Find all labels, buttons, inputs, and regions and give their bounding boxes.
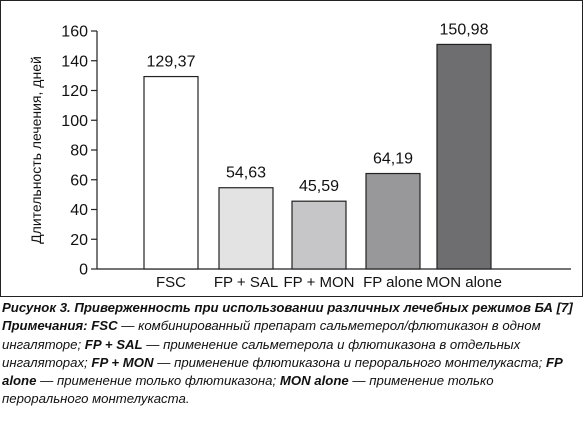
data-label: 150,98 [440, 21, 489, 38]
y-axis-title: Длительность лечения, дней [28, 56, 44, 244]
note-term: MON alone [279, 373, 349, 389]
category-label: FP alone [363, 274, 423, 291]
y-tick-label: 140 [61, 53, 88, 70]
caption-title: Рисунок 3. Приверженность при использова… [2, 300, 573, 315]
bar [143, 75, 199, 270]
y-tick-label: 100 [61, 113, 88, 130]
note-text: — применение флютиказона и перорального … [153, 354, 546, 370]
note-text: — применение сальметерола и флютиказона … [2, 336, 521, 370]
bar-chart: 0 20 40 60 80 100 120 140 160 Длительность лечени… [28, 21, 571, 291]
note-term: FP + MON [91, 354, 154, 370]
data-label: 54,63 [226, 165, 266, 182]
data-label: 64,19 [373, 151, 413, 168]
y-tick-label: 120 [61, 83, 88, 100]
y-tick-label: 60 [70, 172, 88, 189]
note-text: — комбинированный препарат сальметерол/ф… [2, 318, 541, 352]
y-tick-label: 20 [70, 232, 88, 249]
chart-panel: 0 20 40 60 80 100 120 140 160 Длительность лечени… [0, 0, 583, 297]
category-label: FP + SAL [214, 274, 278, 291]
category-label: MON alone [426, 274, 502, 291]
y-tick-label: 0 [79, 262, 88, 279]
note-term: FSC [91, 318, 118, 334]
note-text: — применение только флютиказона; [36, 373, 280, 389]
figure-caption: Рисунок 3. Приверженность при использова… [2, 299, 580, 409]
note-term: FP + SAL [84, 336, 143, 352]
note-text: — применение только перорального монтелу… [2, 373, 494, 407]
category-label: FSC [156, 274, 186, 291]
bar [218, 187, 274, 270]
y-tick-label: 80 [70, 143, 88, 160]
y-tick-label: 40 [70, 202, 88, 219]
caption-notes-label: Примечания: [2, 318, 88, 334]
data-label: 129,37 [147, 54, 196, 71]
bar [291, 200, 347, 270]
bar [365, 172, 421, 270]
data-label: 45,59 [299, 178, 339, 195]
note-term: FP alone [2, 354, 563, 389]
y-tick-label: 160 [61, 24, 88, 41]
bar [436, 43, 492, 270]
category-label: FP + MON [284, 274, 355, 291]
caption-notes: Примечания: FSC — комбинированный препар… [2, 317, 580, 408]
